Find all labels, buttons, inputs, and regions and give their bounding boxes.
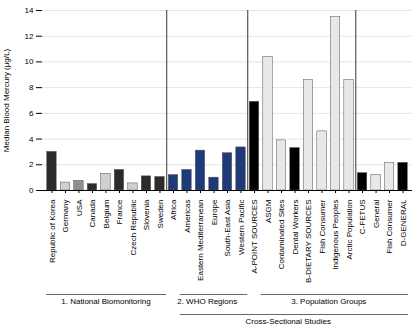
svg-text:Canada: Canada: [88, 199, 97, 228]
svg-text:A-POINT SOURCES: A-POINT SOURCES: [250, 200, 259, 274]
svg-text:Eastern Mediterranean: Eastern Mediterranean: [196, 200, 205, 281]
svg-text:14: 14: [25, 6, 34, 15]
svg-text:General: General: [372, 199, 381, 228]
svg-text:Fish Consumer: Fish Consumer: [318, 199, 327, 254]
svg-text:10: 10: [25, 57, 34, 66]
svg-text:Americas: Americas: [183, 200, 192, 233]
svg-text:Cross-Sectional Studies: Cross-Sectional Studies: [246, 317, 331, 326]
svg-text:Belgium: Belgium: [102, 199, 111, 228]
svg-text:B-DIETARY SOURCES: B-DIETARY SOURCES: [304, 200, 313, 284]
svg-text:ASGM: ASGM: [264, 199, 273, 223]
svg-text:France: France: [115, 199, 124, 224]
svg-text:Median Blood Mercury (μg/L): Median Blood Mercury (μg/L): [2, 49, 11, 153]
svg-text:Contaminated Sites: Contaminated Sites: [277, 200, 286, 270]
svg-text:USA: USA: [75, 199, 84, 216]
svg-text:Africa: Africa: [169, 199, 178, 220]
svg-text:2. WHO Regions: 2. WHO Regions: [177, 297, 237, 306]
svg-text:12: 12: [25, 32, 34, 41]
svg-text:Dental Workers: Dental Workers: [291, 200, 300, 255]
svg-text:South-East Asia: South-East Asia: [223, 199, 232, 256]
svg-text:Germany: Germany: [61, 200, 70, 233]
svg-text:0: 0: [29, 186, 34, 195]
svg-text:1. National Biomonitoring: 1. National Biomonitoring: [61, 297, 150, 306]
svg-text:C-FETUS: C-FETUS: [358, 200, 367, 235]
svg-text:Indigenous Peoples: Indigenous Peoples: [331, 200, 340, 270]
svg-text:2: 2: [29, 160, 34, 169]
svg-text:8: 8: [29, 83, 34, 92]
svg-text:Republic of Korea: Republic of Korea: [48, 199, 57, 263]
svg-text:Fish Consumer: Fish Consumer: [385, 199, 394, 254]
svg-text:Europe: Europe: [210, 199, 219, 225]
svg-text:D-GENERAL: D-GENERAL: [399, 199, 408, 246]
svg-text:Western Pacific: Western Pacific: [237, 200, 246, 255]
svg-text:Czech Republic: Czech Republic: [129, 200, 138, 256]
svg-text:Slovenia: Slovenia: [142, 199, 151, 230]
svg-text:4: 4: [29, 135, 34, 144]
svg-text:6: 6: [29, 109, 34, 118]
svg-text:3. Population Groups: 3. Population Groups: [291, 297, 366, 306]
svg-text:Sweden: Sweden: [156, 200, 165, 229]
svg-text:Arctic Population: Arctic Population: [345, 200, 354, 260]
